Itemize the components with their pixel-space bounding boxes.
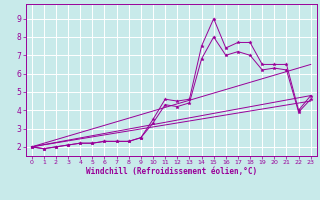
X-axis label: Windchill (Refroidissement éolien,°C): Windchill (Refroidissement éolien,°C) — [86, 167, 257, 176]
